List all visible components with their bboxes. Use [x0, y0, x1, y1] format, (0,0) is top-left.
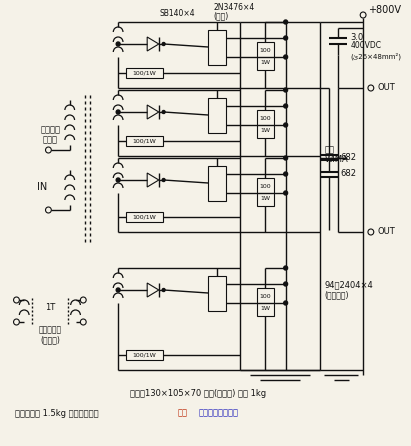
- Text: 3.0: 3.0: [351, 33, 364, 42]
- Bar: [126, 136, 163, 146]
- Text: 螺型磁芯: 螺型磁芯: [40, 125, 60, 135]
- Text: (金封军品): (金封军品): [324, 290, 349, 300]
- Text: 100/1W: 100/1W: [132, 215, 156, 219]
- Bar: [256, 288, 274, 316]
- Circle shape: [116, 42, 120, 46]
- Bar: [208, 98, 226, 133]
- Text: 100: 100: [259, 293, 271, 298]
- Text: IN: IN: [37, 182, 47, 192]
- Text: SB140×4: SB140×4: [160, 9, 195, 18]
- Text: 尺寸：130×105×70 散热(紫铜块) 重约 1kg: 尺寸：130×105×70 散热(紫铜块) 重约 1kg: [130, 388, 267, 397]
- Bar: [256, 42, 274, 70]
- Bar: [208, 166, 226, 201]
- Text: 变压器: 变压器: [43, 136, 58, 145]
- Bar: [208, 30, 226, 65]
- Bar: [126, 212, 163, 222]
- Circle shape: [116, 110, 120, 114]
- Text: 682: 682: [341, 153, 357, 161]
- Circle shape: [284, 36, 288, 40]
- Text: 磁环变压器: 磁环变压器: [39, 326, 62, 334]
- Circle shape: [284, 191, 288, 195]
- Circle shape: [284, 55, 288, 59]
- Text: 都用优质接线端子: 都用优质接线端子: [199, 409, 238, 417]
- Text: 100/1W: 100/1W: [132, 70, 156, 75]
- Circle shape: [284, 172, 288, 176]
- Text: 组件总重约 1.5kg 大电流输入输: 组件总重约 1.5kg 大电流输入输: [14, 409, 98, 417]
- Circle shape: [284, 20, 288, 24]
- Circle shape: [284, 156, 288, 160]
- Text: OUT: OUT: [378, 227, 395, 236]
- Circle shape: [162, 289, 165, 292]
- Bar: [256, 110, 274, 138]
- Circle shape: [284, 282, 288, 286]
- Text: 100/1W: 100/1W: [132, 139, 156, 144]
- Text: OUT: OUT: [378, 83, 395, 92]
- Text: 出全: 出全: [177, 409, 187, 417]
- Circle shape: [162, 111, 165, 113]
- Text: 电容: 电容: [324, 145, 335, 154]
- Circle shape: [284, 123, 288, 127]
- Text: 94－2404×4: 94－2404×4: [324, 281, 373, 289]
- Text: 1T: 1T: [45, 303, 55, 313]
- Circle shape: [116, 288, 120, 292]
- Circle shape: [116, 178, 120, 182]
- Text: 400VDC: 400VDC: [351, 41, 381, 50]
- Circle shape: [162, 178, 165, 182]
- Text: 1W: 1W: [260, 195, 270, 201]
- Bar: [126, 350, 163, 360]
- Bar: [126, 68, 163, 78]
- Text: 1W: 1W: [260, 128, 270, 132]
- Circle shape: [284, 88, 288, 92]
- Circle shape: [284, 301, 288, 305]
- Text: (保护用): (保护用): [40, 335, 60, 344]
- Text: 100: 100: [259, 116, 271, 120]
- Text: +800V: +800V: [368, 5, 401, 15]
- Text: 682: 682: [341, 169, 357, 178]
- Text: 100: 100: [259, 183, 271, 189]
- Text: 100/1W: 100/1W: [132, 352, 156, 358]
- Text: 1W: 1W: [260, 306, 270, 310]
- Text: 2N3476×4: 2N3476×4: [213, 4, 254, 12]
- Text: WIMA: WIMA: [324, 156, 348, 165]
- Circle shape: [162, 42, 165, 45]
- Text: 100: 100: [259, 48, 271, 53]
- Bar: [256, 178, 274, 206]
- Text: (ئ26×48mm²): (ئ26×48mm²): [351, 52, 402, 60]
- Circle shape: [284, 266, 288, 270]
- Bar: [208, 276, 226, 311]
- Circle shape: [284, 104, 288, 108]
- Text: 1W: 1W: [260, 59, 270, 65]
- Text: (金封): (金封): [213, 12, 228, 21]
